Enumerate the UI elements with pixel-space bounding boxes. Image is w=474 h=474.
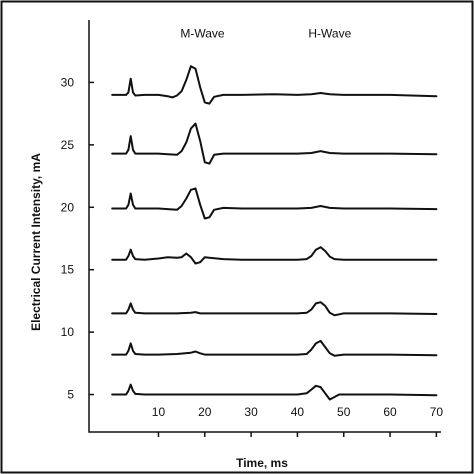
y-tick-label-10: 10 [61,325,75,339]
y-axis-label: Electrical Current Intensity, mA [29,153,43,331]
y-tick-label-15: 15 [61,263,75,277]
trace-11.5 [111,301,438,317]
y-tick-label-5: 5 [67,388,74,402]
trace-29 [111,65,438,105]
annotation-m-wave: M-Wave [180,26,225,40]
y-tick-label-30: 30 [61,75,75,89]
x-tick-label-40: 40 [291,405,305,419]
trace-8.2 [111,339,438,357]
x-tick-label-60: 60 [383,405,397,419]
trace-15.8 [111,246,438,265]
x-tick-label-20: 20 [198,405,212,419]
trace-24.3 [111,122,438,165]
traces [111,65,438,401]
x-tick-label-30: 30 [244,405,258,419]
trace-5 [111,383,438,401]
annotations: M-Wave H-Wave [180,26,351,40]
x-axis-ticks: 10 20 30 40 50 60 70 [152,405,444,437]
x-tick-label-70: 70 [430,405,444,419]
x-tick-label-10: 10 [152,405,166,419]
x-axis-label: Time, ms [236,456,288,470]
y-tick-label-25: 25 [61,138,75,152]
y-axis-ticks: 5 10 15 20 25 30 [61,75,94,402]
annotation-h-wave: H-Wave [308,26,351,40]
y-tick-label-20: 20 [61,200,75,214]
axes [88,20,441,433]
x-tick-label-50: 50 [337,405,351,419]
trace-19.9 [111,187,438,220]
